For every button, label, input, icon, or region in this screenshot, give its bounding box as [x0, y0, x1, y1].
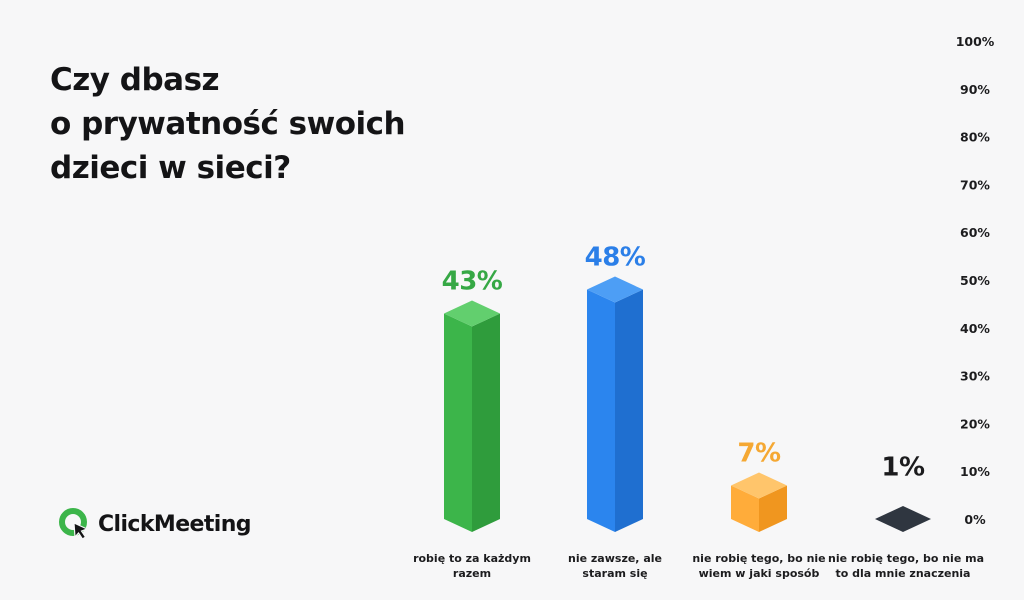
clickmeeting-logo-icon — [59, 508, 89, 540]
category-label-3: nie robię tego, bo nie wiem w jaki sposó… — [684, 551, 834, 581]
y-tick-label: 0% — [964, 512, 986, 527]
y-tick-label: 30% — [960, 369, 990, 384]
page-title: Czy dbasz o prywatność swoich dzieci w s… — [50, 58, 470, 190]
bar-right-face — [759, 485, 787, 532]
bar-top-face — [587, 276, 643, 303]
bar-flat-tile — [875, 506, 931, 532]
title-line-3: dzieci w sieci? — [50, 150, 291, 186]
category-label-3-line-1: nie robię tego, bo nie — [692, 552, 826, 565]
category-label-3-line-2: wiem w jaki sposób — [698, 567, 820, 580]
title-line-1: Czy dbasz — [50, 62, 220, 98]
bar-left-face — [587, 289, 615, 532]
category-label-1-line-2: razem — [452, 567, 492, 580]
bar-value-label: 7% — [737, 439, 781, 469]
y-tick-label: 10% — [960, 464, 990, 479]
y-tick-label: 70% — [960, 177, 990, 192]
category-label-1: robię to za każdym razem — [397, 551, 547, 581]
category-label-2: nie zawsze, ale staram się — [540, 551, 690, 581]
bar-right-face — [472, 313, 500, 532]
bar-top-face — [731, 472, 787, 499]
category-label-1-line-1: robię to za każdym — [413, 552, 531, 565]
bar-value-label: 48% — [585, 243, 646, 273]
category-label-2-line-1: nie zawsze, ale — [568, 552, 662, 565]
category-label-4-line-2: to dla mnie znaczenia — [835, 567, 971, 580]
brand-name: ClickMeeting — [98, 511, 252, 537]
y-tick-label: 80% — [960, 130, 990, 145]
bar-right-face — [615, 289, 643, 532]
bar-top-face — [444, 300, 500, 327]
bar-left-face — [444, 313, 472, 532]
brand-logo: ClickMeeting — [58, 506, 252, 542]
bar-value-label: 43% — [442, 266, 503, 296]
y-tick-label: 50% — [960, 273, 990, 288]
y-tick-label: 20% — [960, 416, 990, 431]
title-line-2: o prywatność swoich — [50, 106, 406, 142]
bar-left-face — [731, 485, 759, 532]
y-tick-label: 100% — [956, 34, 995, 49]
category-label-4: nie robię tego, bo nie ma to dla mnie zn… — [828, 551, 985, 581]
bar-value-label: 1% — [881, 453, 925, 483]
category-label-4-line-1: nie robię tego, bo nie ma — [828, 552, 985, 565]
category-label-2-line-2: staram się — [582, 567, 648, 580]
y-tick-label: 90% — [960, 82, 990, 97]
y-tick-label: 40% — [960, 321, 990, 336]
y-tick-label: 60% — [960, 225, 990, 240]
